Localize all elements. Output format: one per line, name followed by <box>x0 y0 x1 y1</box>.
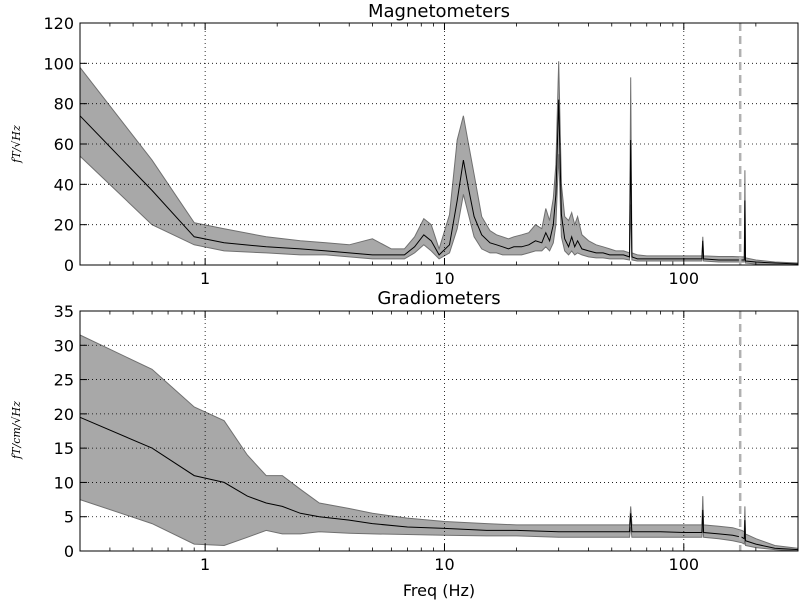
gradiometers-y-tick-label: 20 <box>54 405 74 424</box>
magnetometers-y-axis-label: fT/√Hz <box>10 125 23 164</box>
gradiometers-y-axis-label: fT/cm/√Hz <box>10 401 23 460</box>
magnetometers-y-tick-label: 80 <box>54 95 74 114</box>
gradiometers-mean-line <box>79 416 799 551</box>
gradiometers-y-tick-label: 35 <box>54 302 74 321</box>
x-axis-label: Freq (Hz) <box>403 581 475 600</box>
magnetometers-y-tick-label: 20 <box>54 216 74 235</box>
magnetometers-y-tick-label: 40 <box>54 175 74 194</box>
gradiometers-y-tick-label: 30 <box>54 336 74 355</box>
gradiometers-y-tick-label: 0 <box>64 542 74 561</box>
magnetometers-y-tick-label: 120 <box>43 14 74 33</box>
magnetometers-mean-line <box>79 99 799 265</box>
gradiometers-title: Gradiometers <box>377 288 500 309</box>
magnetometers-title: Magnetometers <box>368 1 510 22</box>
magnetometers-y-tick-label: 100 <box>43 54 74 73</box>
gradiometers-y-tick-label: 25 <box>54 371 74 390</box>
gradiometers-axes-frame <box>79 310 799 552</box>
magnetometers-x-tick-label: 10 <box>434 269 454 288</box>
magnetometers-y-tick-label: 60 <box>54 135 74 154</box>
gradiometers-x-tick-label: 10 <box>434 555 454 574</box>
gradiometers-y-tick-label: 15 <box>54 439 74 458</box>
gradiometers-y-tick-label: 5 <box>64 508 74 527</box>
magnetometers-x-tick-label: 100 <box>669 269 700 288</box>
gradiometers-y-tick-label: 10 <box>54 473 74 492</box>
magnetometers-y-tick-label: 0 <box>64 256 74 275</box>
gradiometers-panel: Gradiometers fT/cm/√Hz Freq (Hz) 1 10 100 0… <box>10 288 799 600</box>
magnetometers-panel: Magnetometers fT/√Hz 1 10 100 0 20 40 60 80 100 1… <box>10 1 799 288</box>
gradiometers-x-tick-label: 100 <box>669 555 700 574</box>
magnetometers-x-tick-label: 1 <box>200 269 210 288</box>
gradiometers-x-tick-label: 1 <box>200 555 210 574</box>
